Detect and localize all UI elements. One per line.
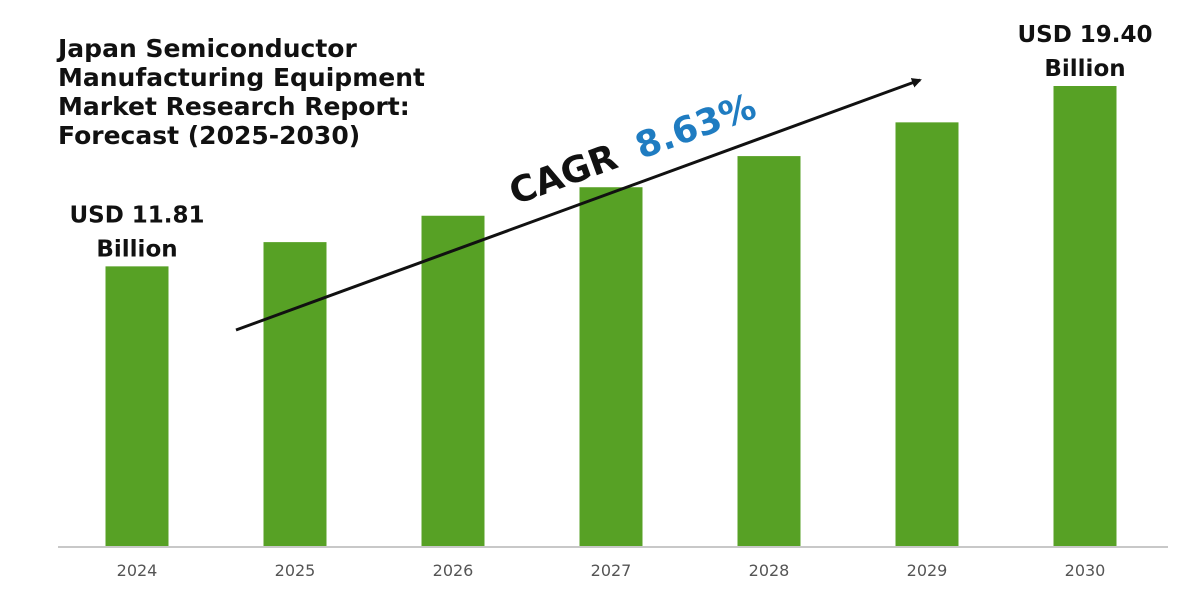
value-label-2030-line-1: USD 19.40	[1017, 22, 1152, 48]
bar-2025	[263, 242, 327, 547]
bar-2027	[579, 187, 643, 547]
chart-title: Japan Semiconductor Manufacturing Equipm…	[58, 34, 478, 150]
value-label-2024-line-1: USD 11.81	[69, 202, 204, 228]
value-label-2030-line-2: Billion	[1044, 56, 1125, 82]
title-line-4: Forecast (2025-2030)	[58, 121, 361, 150]
title-line-3: Market Research Report:	[58, 92, 410, 121]
x-tick-label-2024: 2024	[117, 561, 158, 580]
bar-2028	[737, 156, 801, 547]
x-tick-label-2027: 2027	[591, 561, 632, 580]
bar-2026	[421, 215, 485, 547]
title-line-2: Manufacturing Equipment	[58, 63, 425, 92]
bar-2029	[895, 122, 959, 548]
x-tick-label-2026: 2026	[433, 561, 474, 580]
cagr-value: 8.63%	[630, 86, 761, 167]
trend-arrow	[235, 78, 922, 332]
value-label-2024-line-2: Billion	[96, 236, 177, 262]
bars-group	[105, 86, 1117, 548]
x-tick-label-2028: 2028	[749, 561, 790, 580]
bar-2030	[1053, 86, 1117, 547]
value-labels-group: USD 11.81 Billion USD 19.40 Billion	[69, 22, 1152, 262]
x-axis-ticks: 2024 2025 2026 2027 2028 2029 2030	[117, 561, 1106, 580]
x-tick-label-2030: 2030	[1065, 561, 1106, 580]
x-tick-label-2025: 2025	[275, 561, 316, 580]
x-tick-label-2029: 2029	[907, 561, 948, 580]
title-line-1: Japan Semiconductor	[58, 34, 357, 63]
bar-2024	[105, 266, 169, 547]
